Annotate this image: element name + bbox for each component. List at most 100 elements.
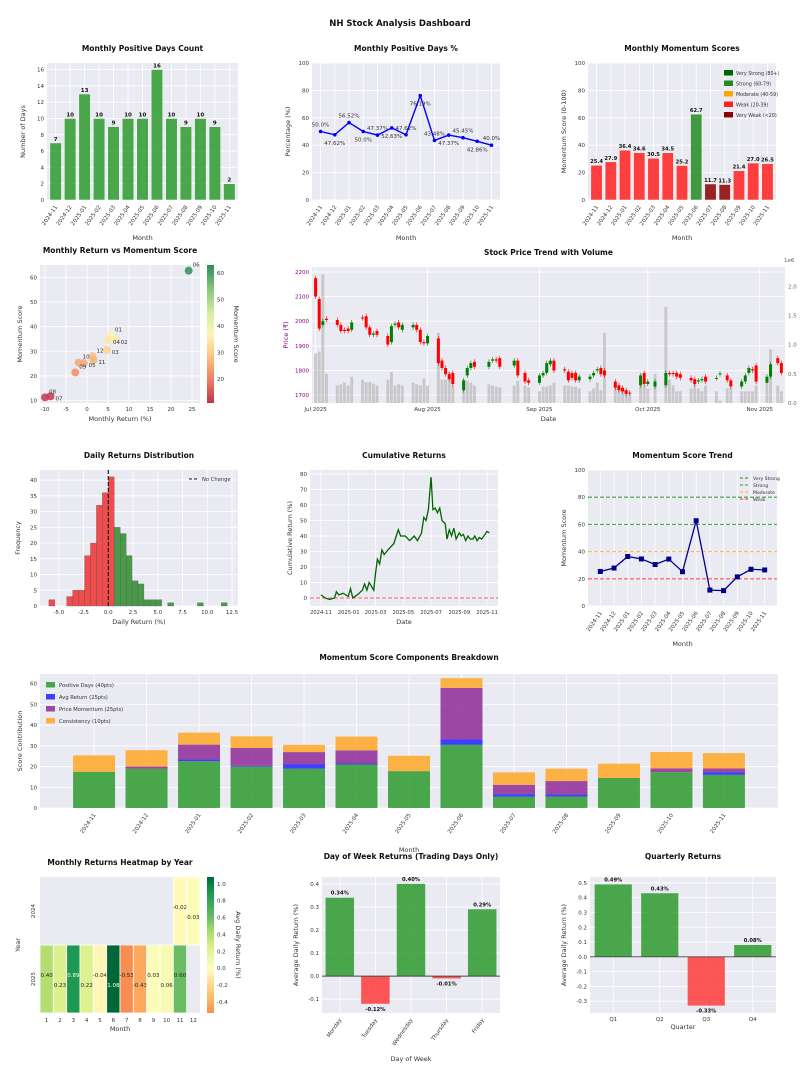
candle-body <box>725 375 729 381</box>
point-label: 01 <box>115 327 122 333</box>
stacked-bar-segment <box>545 796 588 808</box>
colorbar-tick-label: 0.4 <box>217 932 226 938</box>
plot-area <box>40 470 238 606</box>
heatmap-cell <box>146 944 161 1014</box>
x-tick-label: 2025-09 <box>604 812 622 835</box>
x-tick-label: Friday <box>471 1017 486 1035</box>
y-axis-label: Average Daily Return (%) <box>292 904 300 986</box>
x-tick-label: 2025-05 <box>392 610 414 616</box>
bar <box>733 170 745 201</box>
volume-bar <box>552 382 556 403</box>
volume-bar <box>595 382 599 403</box>
candle-body <box>704 376 708 382</box>
point-label: 03 <box>112 350 119 356</box>
point-label: 11 <box>98 360 105 366</box>
volume-bar <box>541 386 545 403</box>
data-point <box>625 553 631 559</box>
volume-bar <box>776 385 780 403</box>
y-tick-label: 100 <box>299 61 310 67</box>
bar <box>641 893 679 957</box>
point-value-label: 47.62% <box>324 141 345 147</box>
candle-body <box>613 381 617 388</box>
bar-value-label: 25.4 <box>590 159 603 165</box>
dashboard-title: NH Stock Analysis Dashboard <box>329 19 471 29</box>
bar-value-label: 0.40% <box>402 877 421 883</box>
chart-title: Momentum Score Trend <box>632 451 732 460</box>
x-tick-label: 5 <box>106 407 110 413</box>
data-point <box>762 567 768 573</box>
cell-value-label: 0.23 <box>54 983 67 989</box>
volume-bar <box>397 384 401 403</box>
stacked-bar-segment <box>440 739 483 745</box>
stacked-bar-segment <box>702 768 745 773</box>
histogram-bar <box>155 599 162 607</box>
data-point <box>418 93 423 98</box>
bar <box>619 149 631 201</box>
y-tick-label: 50 <box>300 518 307 524</box>
candle-body <box>718 373 722 375</box>
volume-bar <box>418 385 422 403</box>
point-value-label: 47.37% <box>438 141 459 147</box>
x-axis-label: Day of Week <box>390 1055 431 1063</box>
x-tick-label: Monday <box>326 1017 344 1039</box>
colorbar-label: Momentum Score <box>232 305 240 362</box>
stacked-bar-segment <box>702 774 745 808</box>
bar <box>93 118 106 201</box>
candle-body <box>537 375 541 383</box>
candle-body <box>639 375 643 386</box>
y-tick-label: 8 <box>41 133 45 139</box>
bar <box>661 152 674 201</box>
volume-bar <box>628 394 632 403</box>
candle-body <box>368 327 372 335</box>
x-tick-label: 2025-03 <box>365 610 387 616</box>
y-tick-label: 0 <box>304 596 308 602</box>
x-axis-label: Quarter <box>670 1023 695 1031</box>
y-tick-label: 60 <box>300 503 307 509</box>
bar <box>718 184 731 201</box>
y-tick-label: 80 <box>578 495 585 501</box>
heatmap-cell <box>186 876 201 946</box>
y-tick-label: 30 <box>300 549 307 555</box>
heatmap-cell <box>132 944 148 1014</box>
stacked-bar-segment <box>492 794 535 797</box>
legend-swatch <box>46 694 55 700</box>
bar <box>590 164 603 201</box>
volume-bar <box>646 388 650 403</box>
volume-bar <box>335 385 339 403</box>
stacked-bar-segment <box>702 753 745 769</box>
y-tick-label: 0 <box>306 198 310 204</box>
colorbar-tick-label: 1.0 <box>217 882 226 888</box>
candle-body <box>465 368 469 376</box>
y-axis-label: Average Daily Return (%) <box>560 904 568 986</box>
legend-swatch <box>46 682 55 688</box>
chart-title: Monthly Return vs Momentum Score <box>43 246 197 255</box>
y-tick-label: 0.2 <box>310 928 319 934</box>
data-point <box>347 120 351 125</box>
candle-body <box>678 374 682 378</box>
histogram-bar <box>48 599 55 607</box>
y-tick-label: 10 <box>300 580 307 586</box>
scatter-point <box>71 368 80 377</box>
candle-body <box>646 381 650 385</box>
y-tick-label: 60 <box>30 275 37 281</box>
legend-swatch <box>46 718 55 724</box>
point-value-label: 76.19% <box>410 102 431 108</box>
histogram-bar <box>197 602 204 607</box>
legend-label: Consistency (10pts) <box>59 719 111 725</box>
bar-value-label: 27.0 <box>747 157 760 163</box>
stacked-bar-segment <box>230 765 273 767</box>
histogram-bar <box>78 590 85 607</box>
volume-bar <box>592 388 596 403</box>
y2-tick-label: 0.5 <box>788 372 797 378</box>
colorbar-tick-label: 0.6 <box>217 916 226 922</box>
y-tick-label: 30 <box>30 349 37 355</box>
heatmap-cell <box>52 944 68 1014</box>
bar <box>647 157 660 201</box>
data-point <box>721 588 727 594</box>
legend-label: Strong (60-79) <box>736 82 771 88</box>
colorbar-tick-label: 40 <box>217 324 224 330</box>
scatter-point <box>104 336 113 345</box>
candle-body <box>621 387 625 392</box>
y-tick-label: 100 <box>575 468 586 474</box>
stacked-bar-segment <box>597 763 640 778</box>
